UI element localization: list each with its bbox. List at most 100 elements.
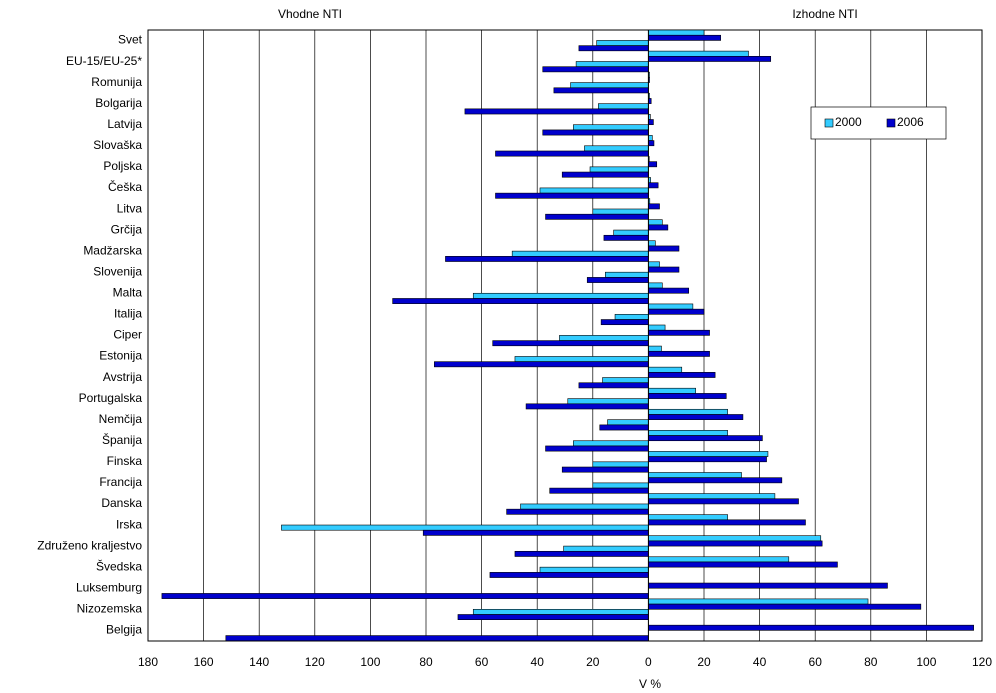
bar (520, 503, 649, 510)
right-label: Izhodne NTI (792, 7, 857, 21)
bar (514, 550, 649, 557)
bar (281, 524, 649, 531)
bar (648, 561, 838, 568)
bar (648, 472, 742, 478)
bar (648, 477, 783, 484)
category-label: Litva (117, 201, 143, 215)
category-label: Romunija (91, 75, 142, 89)
category-label: Bolgarija (95, 96, 142, 110)
bar (648, 324, 666, 331)
x-tick-label: 180 (138, 655, 158, 669)
category-label: Slovenija (93, 264, 142, 278)
bar (648, 393, 727, 399)
bar (648, 535, 822, 542)
x-tick-label: 160 (194, 655, 214, 669)
bar (584, 145, 649, 152)
bar (225, 635, 649, 642)
category-label: Nemčija (99, 412, 143, 426)
bar (492, 340, 649, 347)
category-label: Belgija (106, 623, 142, 637)
category-label: Francija (99, 475, 142, 489)
bar (578, 382, 649, 389)
bar (648, 556, 790, 563)
category-label: Luksemburg (76, 580, 142, 594)
bar (592, 482, 649, 489)
bar (648, 493, 776, 500)
bar (648, 266, 680, 273)
category-label: Irska (116, 517, 142, 531)
bar (489, 572, 649, 578)
bar (648, 282, 663, 289)
bar (648, 456, 767, 463)
bar (648, 514, 728, 521)
bar (648, 140, 655, 147)
bar (648, 303, 694, 310)
category-label: Grčija (111, 222, 143, 236)
category-label: Združeno kraljestvo (37, 538, 142, 552)
bar (648, 540, 823, 547)
bar (648, 519, 806, 526)
bar (648, 414, 744, 420)
category-label: Estonija (99, 349, 142, 363)
category-label: Danska (101, 496, 142, 510)
bar (525, 403, 649, 410)
bar (578, 45, 649, 52)
bar (472, 292, 649, 299)
category-label: Slovaška (93, 138, 142, 152)
bar (648, 56, 772, 62)
bar (648, 350, 710, 357)
x-tick-label: 80 (864, 655, 878, 669)
bar (648, 430, 728, 436)
bar (434, 361, 649, 368)
bar (648, 308, 705, 315)
bar (445, 256, 649, 262)
x-tick-label: 60 (475, 655, 489, 669)
bar (648, 603, 922, 610)
bar (549, 487, 649, 494)
category-label: Italija (114, 307, 142, 321)
x-tick-label: 120 (305, 655, 325, 669)
bar (614, 314, 649, 320)
bar (561, 171, 649, 178)
bar (648, 498, 799, 505)
bar (648, 287, 690, 294)
bar (592, 208, 649, 215)
legend-swatch (824, 118, 834, 128)
bar (613, 229, 649, 236)
bar (648, 203, 660, 210)
category-label: Ciper (113, 328, 142, 342)
bar (648, 135, 653, 141)
bar (542, 66, 649, 73)
bar (648, 224, 669, 231)
x-tick-label: 120 (972, 655, 992, 669)
bar (575, 61, 649, 68)
bar (648, 329, 710, 336)
category-label: Svet (118, 33, 143, 47)
bar (539, 187, 649, 194)
category-label: Nizozemska (77, 602, 143, 616)
bar (648, 582, 888, 589)
bar (648, 372, 716, 378)
bar (600, 319, 649, 326)
category-label: Češka (108, 179, 142, 194)
x-tick-label: 140 (249, 655, 269, 669)
bar (495, 192, 649, 199)
bar (648, 119, 654, 126)
bar (422, 529, 649, 536)
bar (392, 298, 649, 304)
bar (648, 261, 660, 268)
bar (592, 461, 649, 468)
bar (545, 213, 649, 220)
category-label: Madžarska (83, 243, 142, 257)
x-tick-label: 20 (697, 655, 711, 669)
bar (506, 508, 649, 515)
category-label: Španija (102, 432, 142, 447)
bar (495, 150, 649, 157)
category-label: Poljska (103, 159, 142, 173)
bar (561, 466, 649, 473)
x-tick-label: 0 (645, 655, 652, 669)
bar (648, 161, 658, 168)
bar (570, 82, 649, 89)
bar (648, 435, 763, 442)
bar (511, 250, 649, 257)
